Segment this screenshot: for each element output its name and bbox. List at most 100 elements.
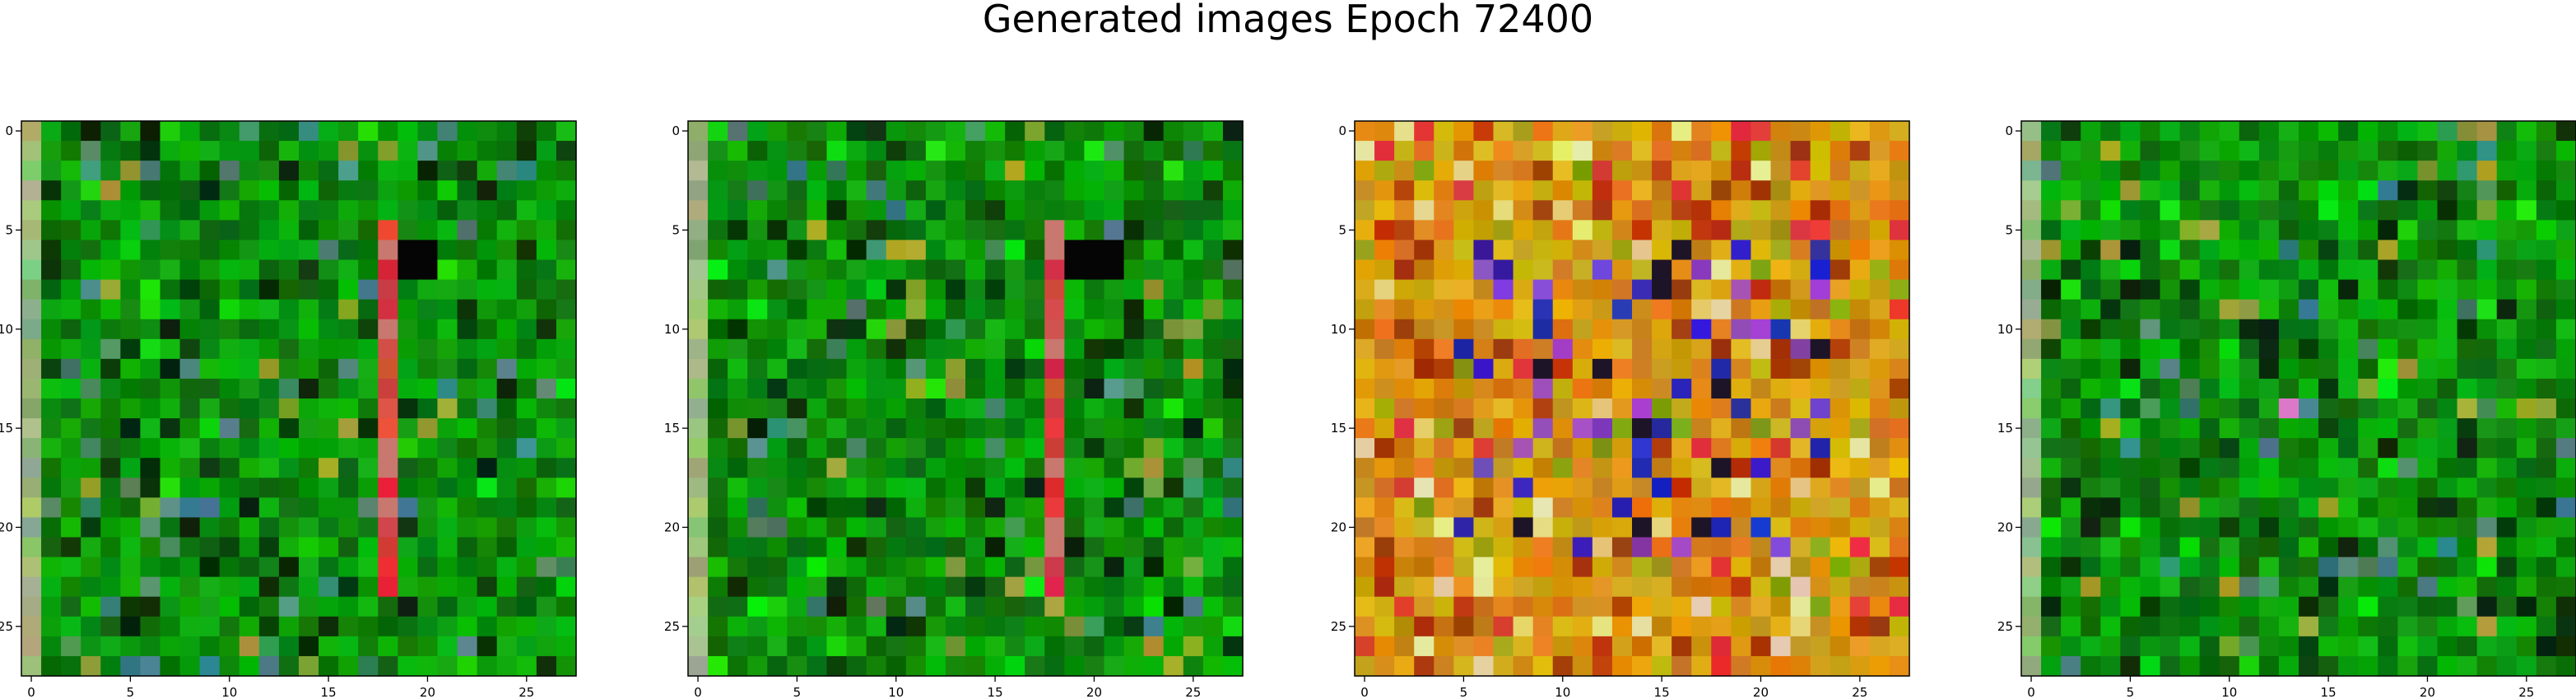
pixel-cell: [2100, 656, 2121, 677]
pixel-cell: [2497, 478, 2518, 498]
pixel-cell: [2259, 438, 2280, 459]
pixel-cell: [2279, 339, 2299, 360]
pixel-cell: [2338, 240, 2359, 260]
pixel-cell: [2180, 220, 2201, 240]
pixel-cell: [2220, 339, 2240, 360]
y-tick-label: 10: [1997, 322, 2013, 337]
pixel-cell: [2100, 359, 2121, 380]
pixel-cell: [2497, 240, 2518, 260]
pixel-cell: [2517, 300, 2537, 320]
pixel-cell: [2318, 359, 2339, 380]
pixel-cell: [2358, 240, 2378, 260]
pixel-cell: [2200, 458, 2220, 478]
pixel-cell: [2220, 577, 2240, 598]
pixel-cell: [2338, 577, 2359, 598]
pixel-cell: [2279, 280, 2299, 301]
pixel-cell: [2536, 260, 2557, 281]
pixel-cell: [2338, 656, 2359, 677]
pixel-cell: [2081, 418, 2101, 439]
pixel-cell: [2140, 636, 2160, 657]
pixel-cell: [2220, 180, 2240, 201]
pixel-cell: [2497, 359, 2518, 380]
pixel-cell: [2239, 418, 2260, 439]
pixel-cell: [2556, 517, 2576, 538]
pixel-cell: [2180, 418, 2201, 439]
pixel-cell: [2397, 538, 2418, 558]
pixel-cell: [2397, 557, 2418, 578]
pixel-cell: [2378, 280, 2398, 301]
pixel-cell: [2100, 319, 2121, 340]
pixel-cell: [2378, 161, 2398, 181]
pixel-cell: [2397, 478, 2418, 498]
pixel-cell: [2338, 538, 2359, 558]
pixel-cell: [2338, 617, 2359, 637]
pixel-cell: [2477, 636, 2498, 657]
pixel-cell: [2220, 478, 2240, 498]
pixel-cell: [2180, 398, 2201, 419]
pixel-cell: [2417, 478, 2438, 498]
pixel-cell: [2021, 538, 2042, 558]
pixel-cell: [2220, 517, 2240, 538]
pixel-cell: [2338, 260, 2359, 281]
pixel-cell: [2378, 398, 2398, 419]
pixel-cell: [2536, 438, 2557, 459]
pixel-cell: [2457, 478, 2478, 498]
pixel-cell: [2438, 517, 2458, 538]
pixel-cell: [2318, 597, 2339, 617]
pixel-cell: [2220, 141, 2240, 161]
pixel-cell: [2299, 200, 2319, 221]
pixel-cell: [2358, 478, 2378, 498]
pixel-cell: [2358, 319, 2378, 340]
pixel-cell: [2556, 200, 2576, 221]
pixel-cell: [2041, 220, 2062, 240]
pixel-cell: [2497, 617, 2518, 637]
pixel-cell: [2100, 538, 2121, 558]
pixel-cell: [2438, 538, 2458, 558]
pixel-cell: [2100, 557, 2121, 578]
pixel-cell: [2299, 438, 2319, 459]
pixel-cell: [2358, 438, 2378, 459]
pixel-cell: [2160, 180, 2181, 201]
pixel-cell: [2438, 557, 2458, 578]
pixel-cell: [2438, 339, 2458, 360]
pixel-cell: [2259, 359, 2280, 380]
pixel-cell: [2279, 458, 2299, 478]
pixel-cell: [2081, 398, 2101, 419]
pixel-cell: [2338, 141, 2359, 161]
pixel-cell: [2200, 438, 2220, 459]
pixel-cell: [2556, 497, 2576, 518]
pixel-cell: [2100, 240, 2121, 260]
pixel-cell: [2417, 458, 2438, 478]
pixel-cell: [2120, 398, 2141, 419]
pixel-cell: [2378, 577, 2398, 598]
pixel-cell: [2477, 359, 2498, 380]
pixel-cell: [2061, 319, 2081, 340]
pixel-cell: [2477, 161, 2498, 181]
pixel-cell: [2081, 617, 2101, 637]
pixel-cell: [2180, 200, 2201, 221]
pixel-cell: [2279, 577, 2299, 598]
pixel-cell: [2021, 200, 2042, 221]
pixel-cell: [2457, 398, 2478, 419]
pixel-cell: [2081, 240, 2101, 260]
pixel-cell: [2220, 161, 2240, 181]
y-tick-label: 25: [1997, 619, 2013, 634]
pixel-cell: [2100, 121, 2121, 142]
pixel-cell: [2497, 538, 2518, 558]
pixel-cell: [2239, 260, 2260, 281]
pixel-cell: [2497, 517, 2518, 538]
pixel-cell: [2081, 161, 2101, 181]
pixel-cell: [2497, 557, 2518, 578]
pixel-cell: [2556, 557, 2576, 578]
pixel-cell: [2556, 141, 2576, 161]
pixel-cell: [2140, 656, 2160, 677]
x-tick-label: 20: [2420, 685, 2435, 699]
pixel-cell: [2477, 141, 2498, 161]
pixel-cell: [2477, 597, 2498, 617]
pixel-cell: [2397, 636, 2418, 657]
pixel-cell: [2556, 319, 2576, 340]
pixel-cell: [2536, 379, 2557, 399]
pixel-cell: [2200, 597, 2220, 617]
pixel-cell: [2358, 458, 2378, 478]
pixel-cell: [2299, 636, 2319, 657]
